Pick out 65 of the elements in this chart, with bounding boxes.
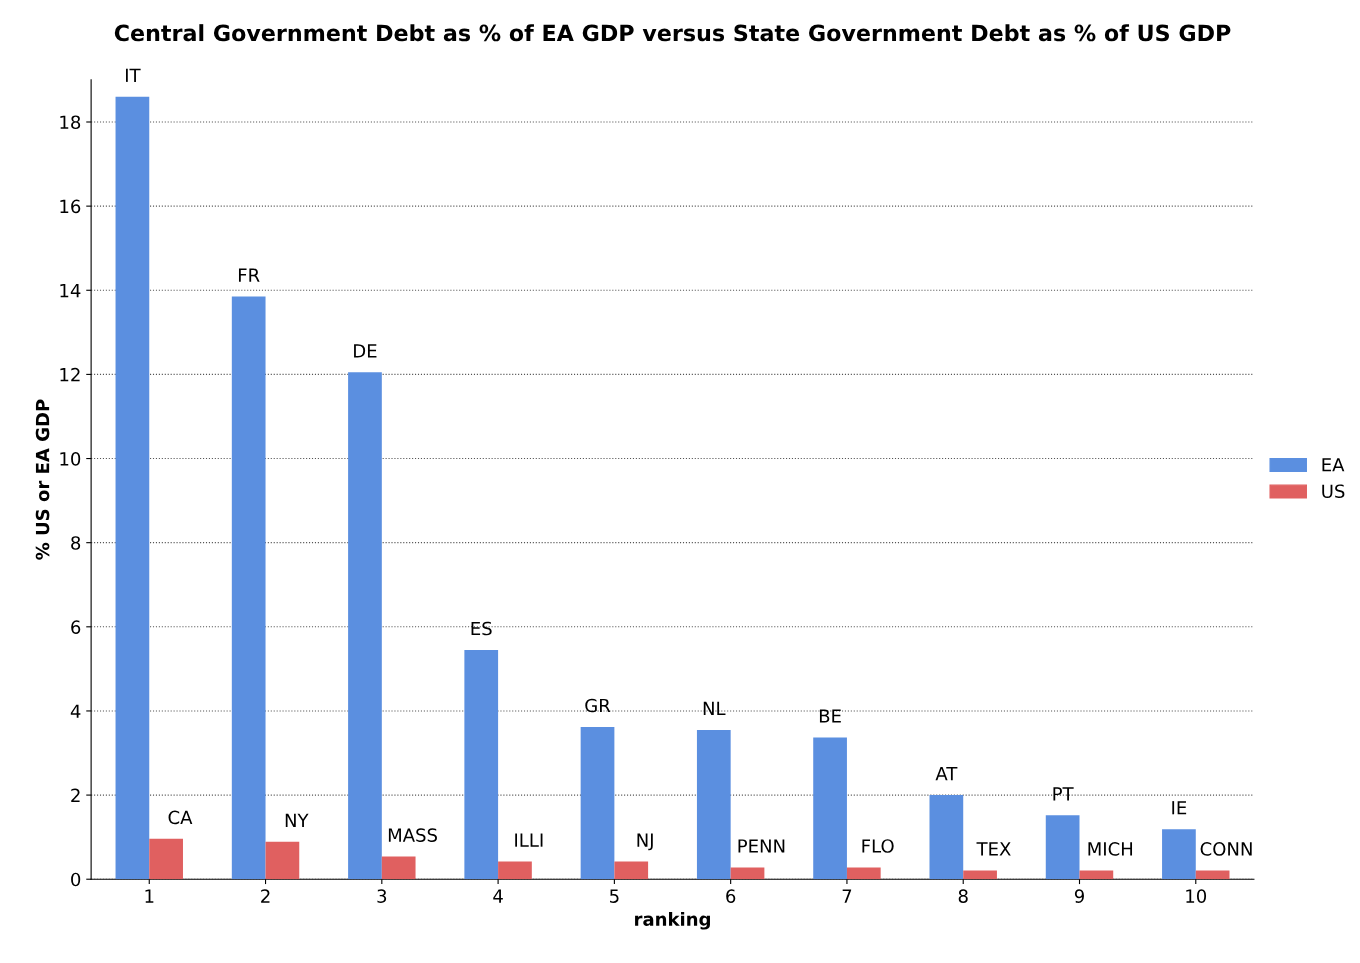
legend-label: EA xyxy=(1322,458,1345,472)
bar xyxy=(614,861,649,880)
bar xyxy=(846,867,881,880)
x-tick-label: 5 xyxy=(610,889,619,903)
x-tick-label: 10 xyxy=(1186,889,1207,903)
y-axis-title: % US or EA GDP xyxy=(35,399,50,560)
y-tick-label: 10 xyxy=(60,452,81,466)
annotation: FR xyxy=(238,268,260,282)
bar xyxy=(813,737,847,880)
legend-label: US xyxy=(1322,484,1345,499)
annotation: DE xyxy=(354,344,377,358)
bar xyxy=(696,729,731,880)
bar xyxy=(1079,870,1114,880)
annotation: PENN xyxy=(738,839,785,853)
chart-title: Central Government Debt as % of EA GDP versus State Government Debt as % of US GDP xyxy=(114,24,1231,42)
annotation: ES xyxy=(471,621,492,636)
y-tick-label: 16 xyxy=(60,199,81,214)
y-tick-label: 8 xyxy=(71,536,81,550)
bar xyxy=(730,867,765,880)
annotation: PT xyxy=(1053,787,1074,801)
bar xyxy=(231,296,266,880)
y-tick-label: 0 xyxy=(71,872,81,887)
bar xyxy=(265,841,300,880)
x-axis-title: ranking xyxy=(635,911,710,930)
bar xyxy=(1045,815,1080,880)
x-tick-label: 8 xyxy=(958,889,968,903)
bar xyxy=(348,372,382,880)
y-tick-label: 18 xyxy=(60,115,81,130)
y-tick-label: 14 xyxy=(60,283,81,298)
x-tick-label: 2 xyxy=(261,889,270,903)
x-tick-label: 3 xyxy=(377,889,387,903)
annotation: NL xyxy=(703,701,726,716)
bar xyxy=(149,838,183,880)
annotation: TEX xyxy=(976,842,1011,856)
y-tick-label: 6 xyxy=(71,620,81,634)
x-tick-label: 7 xyxy=(842,889,852,903)
annotation: AT xyxy=(935,767,958,781)
bar xyxy=(1162,829,1196,880)
x-tick-label: 9 xyxy=(1074,889,1084,903)
bar xyxy=(580,726,615,880)
annotation: NJ xyxy=(637,833,653,851)
annotation: IE xyxy=(1172,801,1187,815)
y-tick-label: 2 xyxy=(71,788,80,802)
bar xyxy=(929,795,964,880)
bar xyxy=(381,856,416,880)
annotation: BE xyxy=(819,709,841,723)
annotation: IT xyxy=(125,68,141,82)
annotation: GR xyxy=(585,698,611,713)
x-tick-label: 1 xyxy=(145,889,154,903)
bar xyxy=(963,870,997,880)
annotation: CONN xyxy=(1200,842,1252,856)
y-tick-label: 12 xyxy=(60,367,80,382)
annotation: MASS xyxy=(388,828,437,842)
annotation: NY xyxy=(285,813,309,827)
bar xyxy=(498,861,532,880)
annotation: FLO xyxy=(862,839,894,853)
x-tick-label: 4 xyxy=(493,889,503,903)
y-tick-label: 4 xyxy=(70,704,81,718)
annotation: MICH xyxy=(1088,842,1133,856)
bar xyxy=(115,96,150,880)
bar xyxy=(1195,870,1230,880)
annotation: CA xyxy=(168,810,193,825)
annotation: ILLI xyxy=(515,833,543,847)
x-tick-label: 6 xyxy=(726,889,736,903)
bar xyxy=(464,649,499,880)
